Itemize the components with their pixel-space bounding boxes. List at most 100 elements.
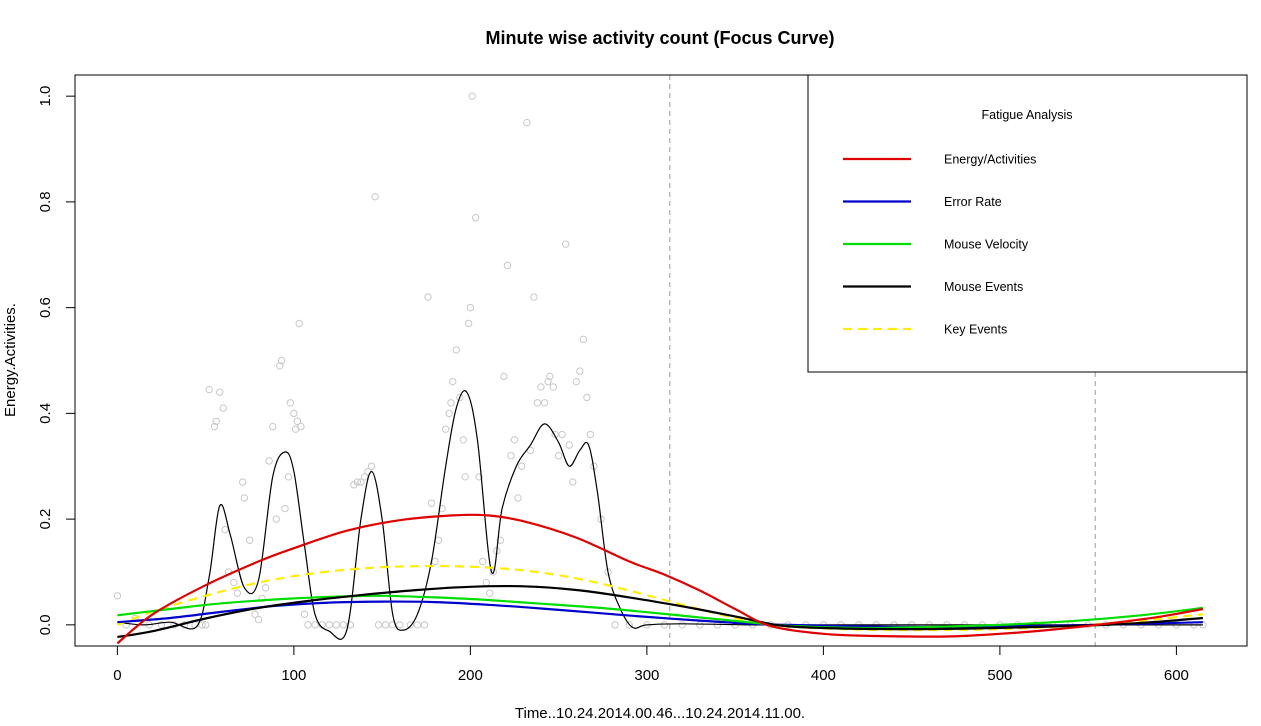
scatter-point-100 — [551, 430, 559, 439]
legend-box — [807, 74, 1248, 373]
scatter-point-27 — [268, 422, 277, 431]
scatter-point-110 — [586, 430, 595, 439]
x-axis-label: Time..10.24.2014.00.46...10.24.2014.11.0… — [515, 705, 805, 722]
y-tick-label-0: 0.0 — [37, 614, 54, 635]
scatter-point-64 — [434, 536, 443, 544]
legend-label-1: Error Rate — [944, 195, 1002, 209]
scatter-point-108 — [579, 335, 588, 344]
series-line-raw-smooth — [117, 390, 1203, 640]
scatter-point-20 — [240, 494, 249, 502]
scatter-point-119 — [696, 621, 704, 629]
scatter-point-114 — [611, 621, 619, 629]
series-line-energy — [116, 513, 1204, 645]
x-tick-label-3: 300 — [634, 667, 659, 684]
scatter-point-84 — [496, 536, 505, 544]
y-tick-label-2: 0.4 — [37, 403, 54, 424]
scatter-point-96 — [540, 399, 549, 407]
scatter-point-59 — [413, 621, 422, 629]
y-axis-label: Energy.Activities. — [2, 303, 19, 417]
scatter-point-63 — [431, 557, 439, 566]
scatter-point-74 — [464, 319, 473, 328]
y-tick-label-1: 0.2 — [37, 509, 54, 530]
scatter-point-93 — [530, 293, 538, 301]
scatter-point-88 — [510, 436, 519, 444]
scatter-point-0 — [113, 592, 122, 600]
scatter-point-94 — [533, 399, 542, 407]
scatter-point-71 — [456, 393, 464, 402]
scatter-point-4 — [157, 621, 166, 629]
scatter-point-118 — [678, 621, 686, 629]
scatter-point-41 — [311, 621, 319, 629]
scatter-point-15 — [221, 525, 229, 534]
series-line-mouse-velocity — [117, 594, 1204, 630]
x-tick-label-2: 200 — [458, 667, 483, 684]
scatter-point-30 — [277, 356, 286, 365]
scatter-point-24 — [258, 594, 266, 603]
scatter-point-13 — [216, 388, 224, 396]
series-line-mouse-events — [117, 584, 1203, 639]
x-tick-label-4: 400 — [811, 667, 836, 684]
scatter-point-14 — [219, 404, 227, 412]
x-tick-label-1: 100 — [281, 667, 306, 684]
scatter-point-49 — [357, 478, 365, 486]
scatter-point-23 — [254, 615, 263, 624]
scatter-point-79 — [479, 557, 487, 566]
scatter-point-9 — [201, 621, 210, 629]
scatter-point-117 — [660, 621, 669, 629]
chart-title: Minute wise activity count (Focus Curve) — [485, 28, 834, 48]
scatter-point-61 — [424, 293, 432, 301]
legend-label-4: Key Events — [944, 323, 1007, 337]
scatter-point-25 — [261, 584, 270, 592]
scatter-point-45 — [339, 621, 347, 629]
scatter-point-102 — [558, 430, 566, 439]
scatter-point-32 — [284, 473, 293, 481]
scatter-point-68 — [447, 399, 455, 407]
scatter-point-40 — [304, 621, 312, 629]
scatter-point-97 — [544, 377, 552, 386]
legend-label-0: Energy/Activities — [944, 153, 1036, 167]
legend-entries: Energy/Activities Error Rate Mouse Velocit… — [843, 153, 1036, 337]
scatter-point-77 — [471, 214, 480, 222]
scatter-point-29 — [276, 362, 284, 370]
scatter-point-75 — [466, 303, 475, 312]
scatter-point-48 — [353, 478, 362, 486]
scatter-point-58 — [406, 621, 415, 629]
scatter-point-104 — [565, 441, 573, 449]
scatter-point-50 — [360, 473, 369, 481]
x-tick-label-0: 0 — [113, 667, 121, 684]
scatter-point-115 — [625, 621, 633, 629]
scatter-point-17 — [230, 578, 238, 587]
scatter-point-103 — [561, 240, 570, 248]
scatter-point-89 — [514, 494, 522, 502]
scatter-point-22 — [251, 610, 259, 618]
legend-label-2: Mouse Velocity — [944, 238, 1029, 252]
scatter-point-31 — [281, 504, 289, 513]
x-tick-label-5: 500 — [987, 667, 1012, 684]
scatter-point-67 — [445, 409, 453, 418]
scatter-point-107 — [576, 367, 584, 375]
legend: Fatigue Analysis Energy/Activities Error … — [807, 74, 1248, 373]
scatter-point-11 — [210, 422, 219, 431]
scatter-point-60 — [420, 621, 429, 629]
scatter-point-57 — [396, 621, 404, 629]
legend-label-3: Mouse Events — [944, 280, 1023, 294]
scatter-point-8 — [198, 621, 206, 629]
scatter-point-91 — [523, 118, 531, 127]
scatter-point-113 — [604, 568, 612, 576]
scatter-point-44 — [332, 621, 340, 629]
scatter-point-78 — [475, 473, 483, 481]
scatter-point-85 — [500, 372, 508, 381]
scatter-point-98 — [546, 372, 554, 381]
legend-title: Fatigue Analysis — [981, 108, 1072, 122]
scatter-point-46 — [346, 621, 355, 629]
scatter-point-33 — [286, 399, 295, 407]
scatter-point-95 — [537, 383, 545, 391]
scatter-point-10 — [205, 385, 213, 394]
scatter-point-34 — [290, 409, 298, 418]
scatter-point-39 — [300, 610, 309, 618]
scatter-point-70 — [452, 346, 460, 354]
scatter-point-87 — [507, 451, 515, 460]
y-tick-label-5: 1.0 — [37, 86, 54, 107]
y-tick-label-3: 0.6 — [37, 297, 54, 318]
